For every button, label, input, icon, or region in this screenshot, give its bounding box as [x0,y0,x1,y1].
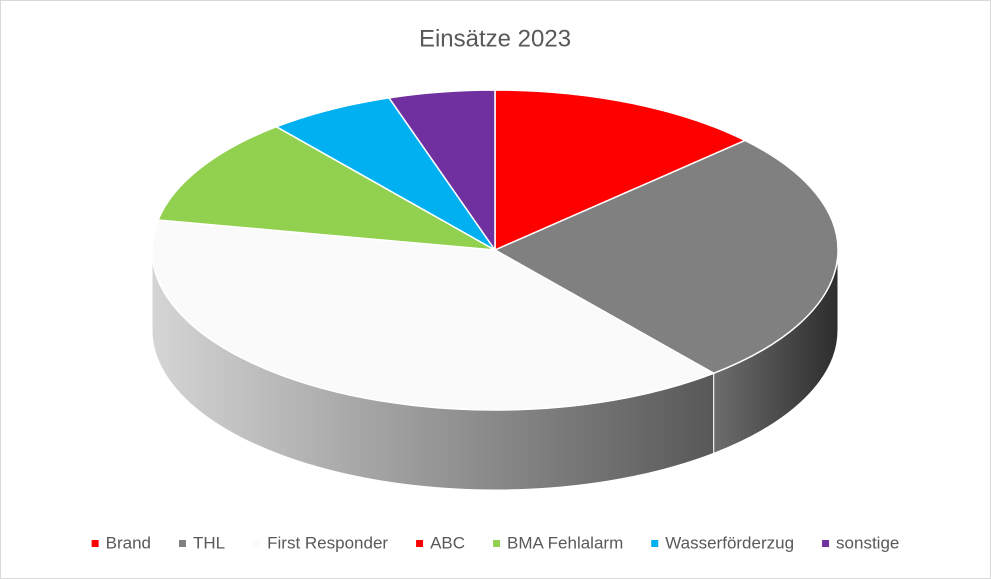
pie [151,89,839,491]
slice [494,89,747,252]
legend-label: sonstige [836,533,899,552]
legend-marker [651,540,659,547]
legend-label: BMA Fehlalarm [507,533,623,552]
chart-title: Einsätze 2023 [419,25,571,52]
legend-marker [91,540,99,547]
legend-label: THL [193,533,225,552]
slice [493,139,839,375]
slice [274,97,496,251]
legend-label: ABC [430,533,465,552]
legend-marker [493,540,501,547]
legend-marker [179,540,186,547]
slice [387,89,496,253]
legend-marker [822,540,830,547]
slice [156,125,496,251]
legend: Brand THL First Responder ABC BMA Fehlalarm W… [91,533,899,552]
legend-label: Wasserförderzug [665,533,794,552]
legend-marker [416,540,424,547]
legend-marker [253,540,261,547]
legend-label: Brand [106,533,151,552]
slice [151,219,716,411]
legend-label: First Responder [267,533,388,552]
